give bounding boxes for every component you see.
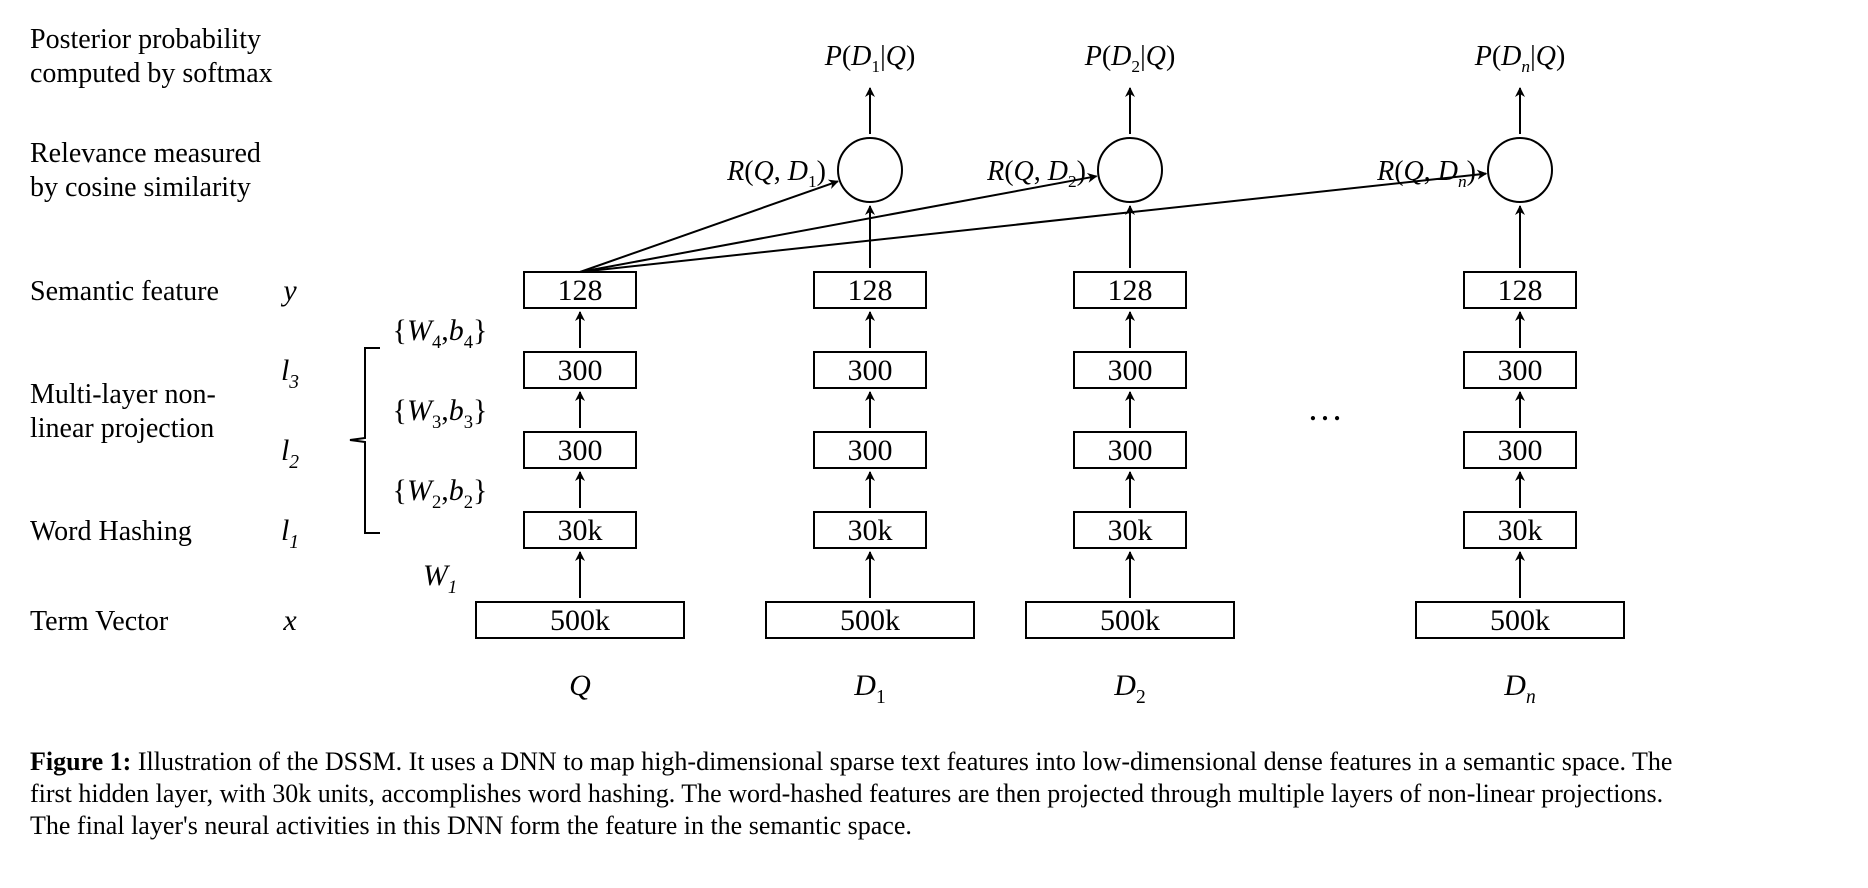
- box-D1-4-label: 500k: [840, 604, 900, 637]
- label-posterior-l1: Posterior probability: [30, 24, 261, 55]
- var-l3: l3: [281, 354, 299, 393]
- relevance-circle-Dn: [1488, 138, 1552, 202]
- dssm-diagram: Posterior probabilitycomputed by softmax…: [0, 0, 1868, 888]
- relevance-circle-D1: [838, 138, 902, 202]
- box-Dn-2-label: 300: [1498, 434, 1543, 467]
- var-l2: l2: [281, 434, 299, 473]
- box-Dn-4-label: 500k: [1490, 604, 1550, 637]
- box-D2-0-label: 128: [1108, 274, 1153, 307]
- box-Q-0-label: 128: [558, 274, 603, 307]
- label-posterior-l2: computed by softmax: [30, 58, 273, 89]
- var-l1: l1: [281, 514, 299, 553]
- weight-w2: {W2,b2}: [393, 474, 488, 513]
- box-Q-1-label: 300: [558, 354, 603, 387]
- relevance-circle-D2: [1098, 138, 1162, 202]
- box-Dn-1-label: 300: [1498, 354, 1543, 387]
- box-D2-4-label: 500k: [1100, 604, 1160, 637]
- box-Dn-3-label: 30k: [1498, 514, 1543, 547]
- posterior-label-D1: P(D1|Q): [824, 41, 916, 76]
- caption-l2: first hidden layer, with 30k units, acco…: [30, 779, 1663, 808]
- box-Q-4-label: 500k: [550, 604, 610, 637]
- var-x: x: [282, 604, 297, 637]
- label-relevance-l1: Relevance measured: [30, 138, 261, 169]
- box-D1-3-label: 30k: [848, 514, 893, 547]
- posterior-label-Dn: P(Dn|Q): [1474, 41, 1566, 76]
- relevance-label-D2: R(Q, D2): [986, 156, 1086, 191]
- col-label-Q: Q: [569, 669, 591, 702]
- weight-w4: {W4,b4}: [393, 314, 488, 353]
- col-label-Dn: Dn: [1503, 669, 1535, 708]
- box-Q-3-label: 30k: [558, 514, 603, 547]
- weight-w1: W1: [423, 559, 457, 598]
- posterior-label-D2: P(D2|Q): [1084, 41, 1176, 76]
- box-D2-1-label: 300: [1108, 354, 1153, 387]
- caption-l1: Figure 1: Illustration of the DSSM. It u…: [30, 747, 1672, 776]
- box-D1-1-label: 300: [848, 354, 893, 387]
- col-label-D1: D1: [853, 669, 885, 708]
- box-Q-2-label: 300: [558, 434, 603, 467]
- col-label-D2: D2: [1113, 669, 1145, 708]
- bracket: [350, 348, 380, 533]
- label-relevance-l2: by cosine similarity: [30, 172, 251, 203]
- label-wordhash: Word Hashing: [30, 516, 192, 547]
- caption-l3: The final layer's neural activities in t…: [30, 811, 912, 840]
- box-D2-2-label: 300: [1108, 434, 1153, 467]
- weight-w3: {W3,b3}: [393, 394, 488, 433]
- label-mlnlp-l1: Multi-layer non-: [30, 379, 216, 410]
- label-termvec: Term Vector: [30, 606, 169, 637]
- label-mlnlp-l2: linear projection: [30, 413, 214, 444]
- relevance-label-Dn: R(Q, Dn): [1376, 156, 1476, 191]
- box-D1-0-label: 128: [848, 274, 893, 307]
- label-semantic: Semantic feature: [30, 276, 219, 307]
- var-y: y: [280, 274, 297, 307]
- box-D1-2-label: 300: [848, 434, 893, 467]
- relevance-label-D1: R(Q, D1): [726, 156, 826, 191]
- ellipsis: …: [1307, 388, 1343, 428]
- box-D2-3-label: 30k: [1108, 514, 1153, 547]
- box-Dn-0-label: 128: [1498, 274, 1543, 307]
